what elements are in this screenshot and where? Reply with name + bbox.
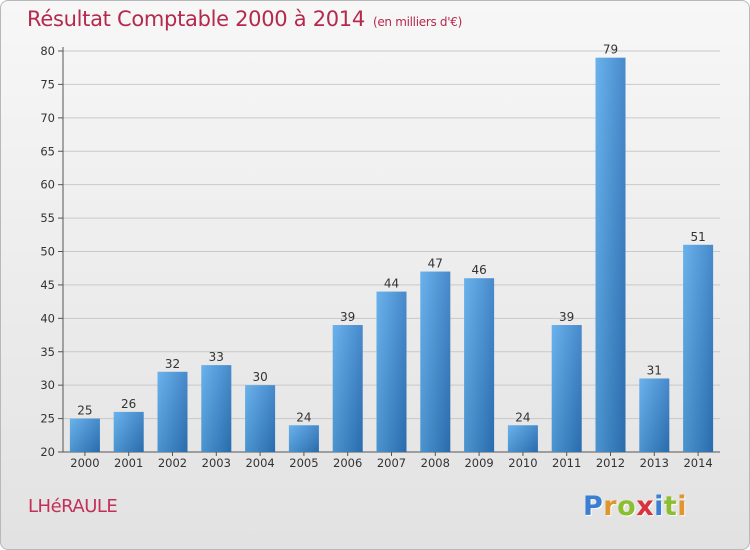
data-label: 39 [559, 310, 574, 324]
bar-shade [507, 425, 538, 452]
commune-name: LHéRAULE [28, 496, 118, 517]
bar-shade [69, 418, 100, 452]
x-tick-label: 2012 [596, 456, 625, 470]
data-label: 47 [428, 257, 443, 271]
y-tick-label: 60 [40, 178, 55, 192]
data-label: 44 [384, 277, 399, 291]
proxiti-logo: Proxiti [583, 491, 687, 522]
bar-shade [639, 378, 670, 452]
data-label: 79 [603, 43, 618, 57]
x-tick-label: 2001 [114, 456, 143, 470]
bar-shade [288, 425, 319, 452]
x-tick-label: 2008 [421, 456, 450, 470]
logo-letter: i [677, 491, 688, 522]
y-tick-label: 35 [40, 345, 55, 359]
bar-shade [245, 385, 276, 452]
y-tick-label: 45 [40, 278, 55, 292]
logo-letter: o [617, 491, 637, 522]
data-label: 46 [471, 263, 486, 277]
x-tick-label: 2004 [245, 456, 274, 470]
bar-shade [201, 365, 232, 452]
bar-shade [683, 244, 714, 452]
x-tick-label: 2011 [552, 456, 581, 470]
y-tick-label: 55 [40, 211, 55, 225]
y-tick-label: 40 [40, 311, 55, 325]
data-label: 51 [690, 230, 705, 244]
x-tick-label: 2014 [683, 456, 712, 470]
chart-title: Résultat Comptable 2000 à 2014 (en millie… [27, 7, 462, 31]
data-label: 32 [165, 357, 180, 371]
y-tick-label: 50 [40, 245, 55, 259]
bar-shade [332, 325, 363, 452]
bar-shade [157, 371, 188, 452]
bar-shade [595, 57, 626, 452]
bars [69, 57, 714, 452]
y-tick-label: 65 [40, 144, 55, 158]
data-label: 25 [77, 404, 92, 418]
logo-letter: x [636, 491, 655, 522]
y-tick-label: 30 [40, 378, 55, 392]
bar-shade [376, 291, 407, 452]
logo-letter: t [663, 491, 678, 522]
x-tick-label: 2007 [377, 456, 406, 470]
x-tick-label: 2010 [508, 456, 537, 470]
chart-title-text: Résultat Comptable 2000 à 2014 [27, 7, 365, 31]
data-label: 24 [296, 410, 311, 424]
x-tick-label: 2009 [464, 456, 493, 470]
data-label: 26 [121, 397, 136, 411]
axes: 20 25 30 35 40 45 50 55 60 65 70 75 80 [40, 44, 720, 459]
logo-letter: i [654, 491, 664, 522]
x-tick-label: 2000 [70, 456, 99, 470]
bar-shade [420, 271, 451, 452]
y-tick-label: 25 [40, 412, 55, 426]
bar-shade [464, 278, 495, 452]
logo-letter: r [603, 491, 618, 522]
logo-letter: P [583, 491, 604, 522]
x-tick-label: 2005 [289, 456, 318, 470]
data-label: 33 [209, 350, 224, 364]
data-label: 30 [252, 370, 267, 384]
x-tick-label: 2006 [333, 456, 362, 470]
x-tick-label: 2003 [202, 456, 231, 470]
data-label: 39 [340, 310, 355, 324]
data-label: 24 [515, 410, 530, 424]
x-tick-label: 2013 [640, 456, 669, 470]
y-tick-label: 80 [40, 44, 55, 58]
labels: 25 2000 26 2001 32 2002 33 2003 30 2004 24 2005 39 20… [70, 43, 712, 470]
y-tick-label: 75 [40, 77, 55, 91]
data-label: 31 [647, 363, 662, 377]
chart-subtitle: (en milliers d'€) [372, 15, 462, 29]
x-tick-label: 2002 [158, 456, 187, 470]
y-tick-label: 20 [40, 445, 55, 459]
y-tick-label: 70 [40, 111, 55, 125]
bar-shade [551, 325, 582, 452]
bar-shade [113, 411, 144, 452]
